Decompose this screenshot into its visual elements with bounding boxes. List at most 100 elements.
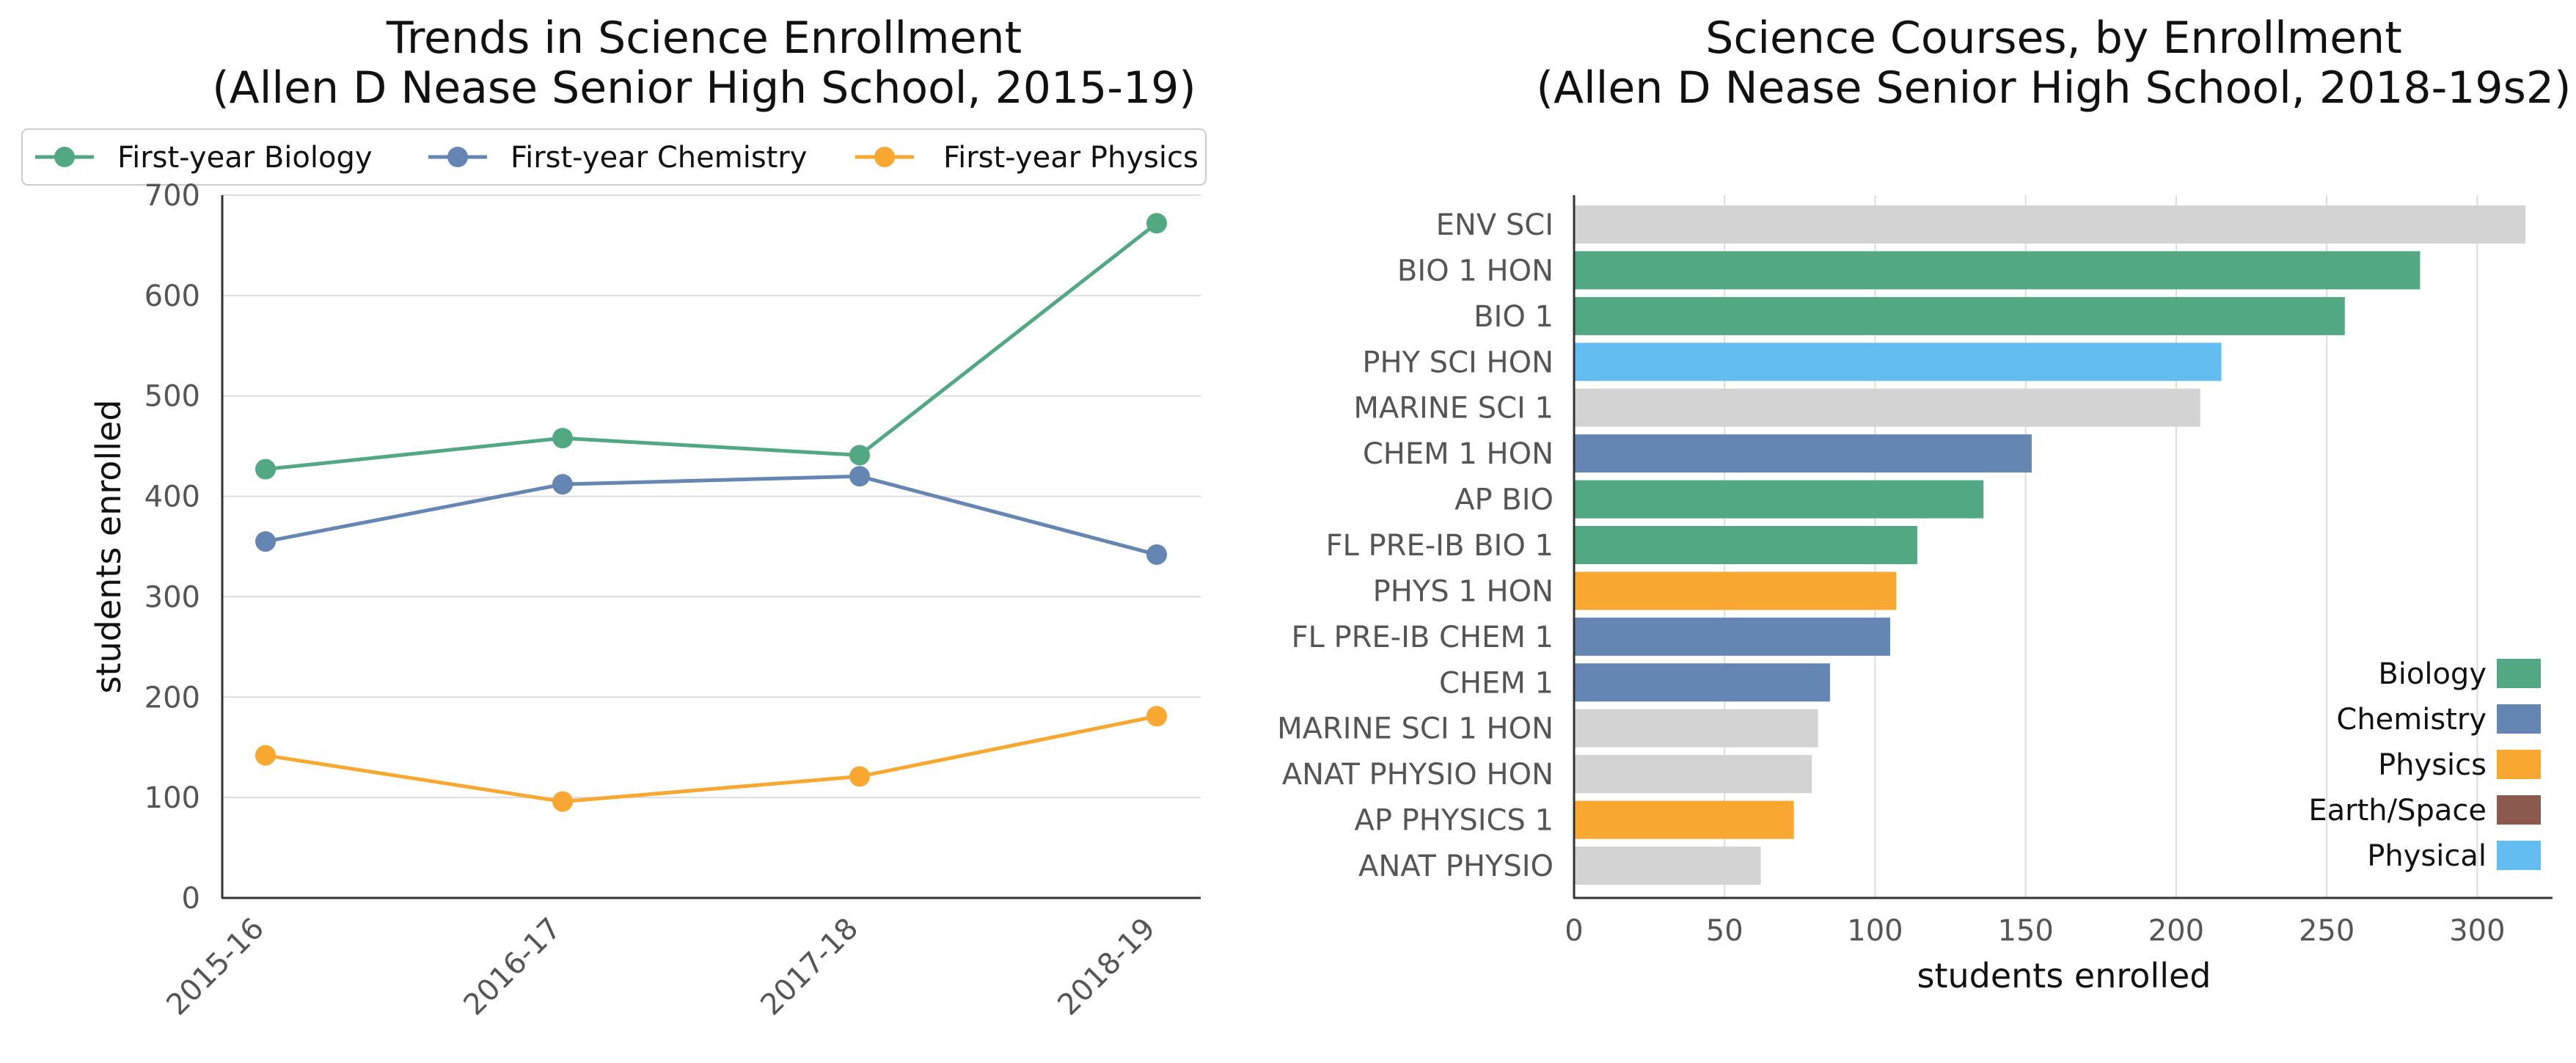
data-point (255, 745, 276, 766)
line-chart-y-ticks: 0 100 200 300 400 500 600 700 (144, 179, 200, 916)
legend-label: Earth/Space (2308, 794, 2487, 828)
data-point (849, 766, 870, 787)
series-line (265, 714, 1157, 804)
line-chart-series (255, 213, 1167, 812)
bar-chart-x-label: students enrolled (1917, 956, 2211, 996)
data-point (552, 791, 573, 812)
bar (1574, 663, 1830, 702)
bar (1574, 388, 2200, 427)
bar (1574, 847, 1761, 885)
bar-chart-title: Science Courses, by Enrollment (1705, 12, 2401, 64)
legend-item-biology: First-year Biology (35, 141, 373, 175)
legend-label: Biology (2378, 657, 2487, 691)
y-tick-label: 200 (144, 681, 200, 715)
legend-label: Physical (2367, 839, 2487, 873)
category-label: PHYS 1 HON (1373, 574, 1554, 608)
legend-swatch (2497, 659, 2541, 688)
category-label: PHY SCI HON (1362, 346, 1554, 379)
series-line (265, 474, 1157, 557)
bar-chart-legend: Biology Chemistry Physics Earth/Space Physic… (2308, 657, 2541, 873)
y-tick-label: 400 (144, 481, 200, 514)
bar (1574, 571, 1897, 610)
x-tick-label: 50 (1706, 914, 1743, 948)
legend-chemistry-marker (447, 147, 468, 167)
x-tick-label: 100 (1847, 914, 1903, 948)
data-point (1146, 213, 1167, 234)
legend-swatch (2497, 704, 2541, 734)
bar-chart-x-ticks: 0 50 100 150 200 250 300 (1565, 914, 2505, 948)
data-point (1146, 706, 1167, 727)
data-point (1146, 544, 1167, 565)
line-chart-y-label: students enrolled (89, 400, 128, 694)
category-label: AP BIO (1455, 483, 1554, 517)
x-tick-label: 0 (1565, 914, 1583, 948)
line-chart-gridlines (222, 194, 1201, 799)
y-tick-label: 300 (144, 580, 200, 614)
data-point (849, 445, 870, 466)
x-tick-label: 2017-18 (754, 912, 865, 1023)
data-point (552, 428, 573, 449)
category-label: FL PRE-IB CHEM 1 (1291, 621, 1554, 654)
y-tick-label: 500 (144, 380, 200, 414)
bar (1574, 296, 2345, 335)
category-label: ENV SCI (1436, 208, 1554, 242)
legend-physics-marker (874, 147, 895, 167)
legend-label: Physics (2378, 748, 2487, 782)
x-tick-label: 2018-19 (1051, 912, 1162, 1023)
legend-physics-label: First-year Physics (943, 141, 1199, 175)
data-point (255, 531, 276, 552)
category-label: FL PRE-IB BIO 1 (1326, 529, 1554, 563)
category-label: BIO 1 (1474, 300, 1554, 334)
y-tick-label: 100 (144, 781, 200, 815)
series-line (265, 222, 1158, 472)
data-point (255, 459, 276, 480)
bar (1574, 205, 2526, 244)
line-chart-legend: First-year Biology First-year Chemistry … (21, 128, 1207, 186)
bar (1574, 343, 2222, 381)
line-chart-title: Trends in Science Enrollment (386, 12, 1022, 64)
y-tick-label: 600 (144, 280, 200, 313)
x-tick-label: 250 (2299, 914, 2354, 948)
legend-swatch (2497, 795, 2541, 825)
bar (1574, 251, 2421, 290)
legend-frame (21, 128, 1207, 186)
bar (1574, 480, 1984, 519)
data-point (849, 466, 870, 487)
legend-biology-marker (54, 147, 75, 167)
x-tick-label: 2016-17 (457, 912, 568, 1023)
category-label: ANAT PHYSIO (1358, 850, 1554, 883)
x-tick-label: 150 (1998, 914, 2054, 948)
legend-swatch (2497, 841, 2541, 870)
line-chart-x-ticks: 2015-16 2016-17 2017-18 2018-19 (160, 912, 1162, 1023)
x-tick-label: 2015-16 (160, 912, 271, 1023)
bar (1574, 800, 1794, 839)
legend-chemistry-label: First-year Chemistry (511, 141, 807, 175)
bar (1574, 434, 2032, 473)
bar (1574, 617, 1890, 656)
bar-chart-subtitle: (Allen D Nease Senior High School, 2018-… (1537, 62, 2572, 114)
category-label: CHEM 1 (1439, 666, 1554, 700)
legend-swatch (2497, 750, 2541, 779)
legend-item-physics: First-year Physics (855, 141, 1199, 175)
category-label: AP PHYSICS 1 (1354, 804, 1554, 838)
legend-item-chemistry: First-year Chemistry (428, 141, 807, 175)
y-tick-label: 700 (144, 179, 200, 213)
legend-label: Chemistry (2336, 703, 2487, 737)
y-tick-label: 0 (182, 882, 200, 916)
bar (1574, 755, 1812, 794)
legend-biology-label: First-year Biology (117, 141, 373, 175)
line-chart: Trends in Science Enrollment (Allen D Ne… (21, 12, 1207, 1023)
bar-chart-bars (1574, 205, 2526, 885)
x-tick-label: 200 (2148, 914, 2204, 948)
data-point (552, 474, 573, 495)
bar-chart: Science Courses, by Enrollment (Allen D … (1277, 12, 2571, 996)
category-label: MARINE SCI 1 (1353, 392, 1554, 425)
x-tick-label: 300 (2449, 914, 2505, 948)
bar (1574, 709, 1818, 748)
category-label: ANAT PHYSIO HON (1282, 758, 1554, 792)
bar-chart-category-labels: ENV SCI BIO 1 HON BIO 1 PHY SCI HON MARINE S… (1277, 208, 1554, 883)
category-label: BIO 1 HON (1397, 254, 1554, 288)
category-label: MARINE SCI 1 HON (1277, 712, 1554, 746)
